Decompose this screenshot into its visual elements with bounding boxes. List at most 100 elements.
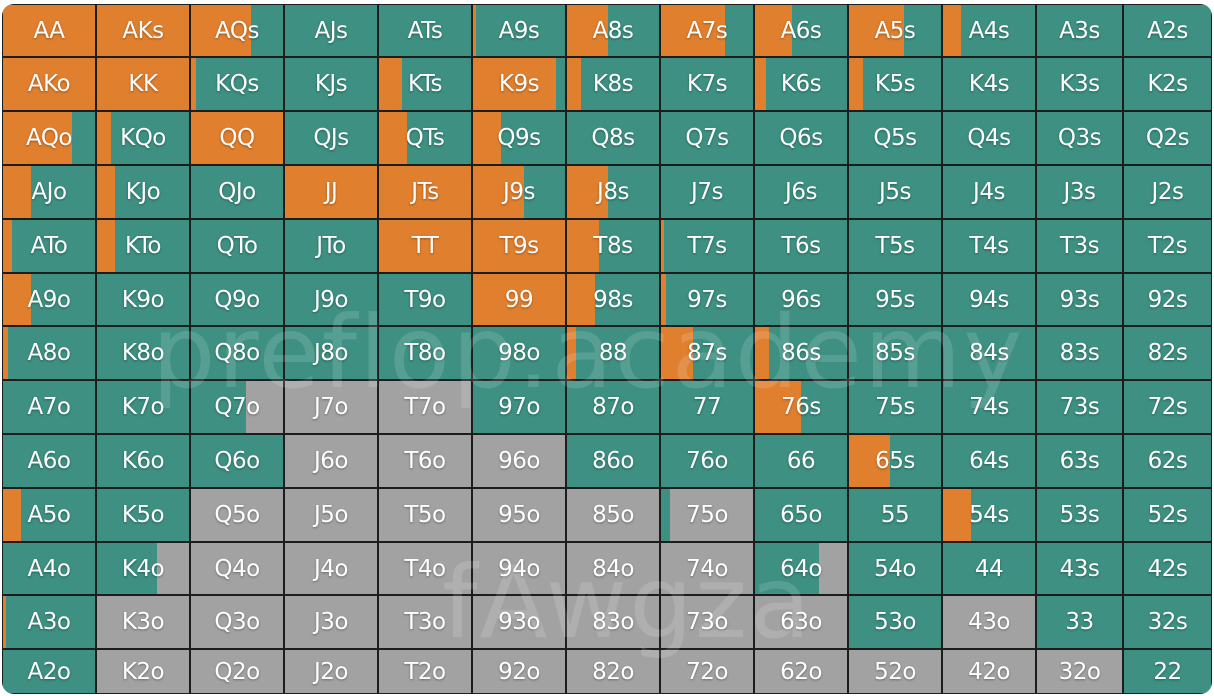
hand-cell[interactable]: TT [379, 220, 471, 272]
hand-cell[interactable]: T2s [1124, 220, 1211, 272]
hand-cell[interactable]: 42s [1124, 543, 1211, 594]
hand-cell[interactable]: T7s [661, 220, 753, 272]
hand-cell[interactable]: K3o [97, 596, 189, 648]
hand-cell[interactable]: K9o [97, 274, 189, 325]
hand-cell[interactable]: QJs [285, 112, 377, 164]
hand-cell[interactable]: Q8o [191, 327, 283, 379]
hand-cell[interactable]: 53s [1037, 489, 1122, 541]
hand-cell[interactable]: 72s [1124, 381, 1211, 433]
hand-cell[interactable]: T9s [473, 220, 565, 272]
hand-cell[interactable]: J4o [285, 543, 377, 594]
hand-cell[interactable]: A5o [3, 489, 95, 541]
hand-cell[interactable]: A3s [1037, 5, 1122, 56]
hand-cell[interactable]: J2o [285, 650, 377, 693]
hand-cell[interactable]: K4o [97, 543, 189, 594]
hand-cell[interactable]: JJ [285, 166, 377, 218]
hand-cell[interactable]: 87o [567, 381, 659, 433]
hand-cell[interactable]: 86s [755, 327, 847, 379]
hand-cell[interactable]: 96o [473, 435, 565, 487]
hand-cell[interactable]: K3s [1037, 58, 1122, 110]
hand-cell[interactable]: 97o [473, 381, 565, 433]
hand-cell[interactable]: Q3o [191, 596, 283, 648]
hand-cell[interactable]: 64o [755, 543, 847, 594]
hand-cell[interactable]: Q2o [191, 650, 283, 693]
hand-cell[interactable]: K5s [849, 58, 941, 110]
hand-cell[interactable]: T3o [379, 596, 471, 648]
hand-cell[interactable]: J8o [285, 327, 377, 379]
hand-cell[interactable]: AQs [191, 5, 283, 56]
hand-cell[interactable]: 77 [661, 381, 753, 433]
hand-cell[interactable]: 62o [755, 650, 847, 693]
hand-cell[interactable]: T8s [567, 220, 659, 272]
hand-cell[interactable]: 63o [755, 596, 847, 648]
hand-cell[interactable]: AJs [285, 5, 377, 56]
hand-cell[interactable]: 75o [661, 489, 753, 541]
hand-cell[interactable]: KQo [97, 112, 189, 164]
hand-cell[interactable]: Q5s [849, 112, 941, 164]
hand-cell[interactable]: ATs [379, 5, 471, 56]
hand-cell[interactable]: Q7s [661, 112, 753, 164]
hand-cell[interactable]: KJo [97, 166, 189, 218]
hand-cell[interactable]: 74o [661, 543, 753, 594]
hand-cell[interactable]: T4s [943, 220, 1035, 272]
hand-cell[interactable]: Q4s [943, 112, 1035, 164]
hand-cell[interactable]: 87s [661, 327, 753, 379]
hand-cell[interactable]: 43o [943, 596, 1035, 648]
hand-cell[interactable]: J5s [849, 166, 941, 218]
hand-cell[interactable]: 54s [943, 489, 1035, 541]
hand-cell[interactable]: Q5o [191, 489, 283, 541]
hand-cell[interactable]: 62s [1124, 435, 1211, 487]
hand-cell[interactable]: 92o [473, 650, 565, 693]
hand-cell[interactable]: Q4o [191, 543, 283, 594]
hand-cell[interactable]: 83o [567, 596, 659, 648]
hand-cell[interactable]: 42o [943, 650, 1035, 693]
hand-cell[interactable]: T3s [1037, 220, 1122, 272]
hand-cell[interactable]: QTo [191, 220, 283, 272]
hand-cell[interactable]: 76o [661, 435, 753, 487]
hand-cell[interactable]: 88 [567, 327, 659, 379]
hand-cell[interactable]: T6s [755, 220, 847, 272]
hand-cell[interactable]: J4s [943, 166, 1035, 218]
hand-cell[interactable]: J6s [755, 166, 847, 218]
hand-cell[interactable]: 54o [849, 543, 941, 594]
hand-cell[interactable]: AA [3, 5, 95, 56]
hand-cell[interactable]: Q3s [1037, 112, 1122, 164]
hand-cell[interactable]: A8o [3, 327, 95, 379]
hand-cell[interactable]: 66 [755, 435, 847, 487]
hand-cell[interactable]: QQ [191, 112, 283, 164]
hand-cell[interactable]: 84o [567, 543, 659, 594]
hand-cell[interactable]: J9s [473, 166, 565, 218]
hand-cell[interactable]: J6o [285, 435, 377, 487]
hand-cell[interactable]: A6s [755, 5, 847, 56]
hand-cell[interactable]: A9o [3, 274, 95, 325]
hand-cell[interactable]: 84s [943, 327, 1035, 379]
hand-cell[interactable]: 98s [567, 274, 659, 325]
hand-cell[interactable]: A4s [943, 5, 1035, 56]
hand-cell[interactable]: J2s [1124, 166, 1211, 218]
hand-cell[interactable]: K7o [97, 381, 189, 433]
hand-cell[interactable]: 33 [1037, 596, 1122, 648]
hand-cell[interactable]: Q7o [191, 381, 283, 433]
hand-cell[interactable]: 99 [473, 274, 565, 325]
hand-cell[interactable]: 92s [1124, 274, 1211, 325]
hand-cell[interactable]: T6o [379, 435, 471, 487]
hand-cell[interactable]: 85o [567, 489, 659, 541]
hand-cell[interactable]: 82o [567, 650, 659, 693]
hand-cell[interactable]: KK [97, 58, 189, 110]
hand-cell[interactable]: T4o [379, 543, 471, 594]
hand-cell[interactable]: KJs [285, 58, 377, 110]
hand-cell[interactable]: T7o [379, 381, 471, 433]
hand-cell[interactable]: J8s [567, 166, 659, 218]
hand-cell[interactable]: 93s [1037, 274, 1122, 325]
hand-cell[interactable]: T2o [379, 650, 471, 693]
hand-cell[interactable]: A2o [3, 650, 95, 693]
hand-cell[interactable]: KQs [191, 58, 283, 110]
hand-cell[interactable]: Q6o [191, 435, 283, 487]
hand-cell[interactable]: 94s [943, 274, 1035, 325]
hand-cell[interactable]: 95o [473, 489, 565, 541]
hand-cell[interactable]: 65o [755, 489, 847, 541]
hand-cell[interactable]: A7s [661, 5, 753, 56]
hand-cell[interactable]: T9o [379, 274, 471, 325]
hand-cell[interactable]: K5o [97, 489, 189, 541]
hand-cell[interactable]: AKs [97, 5, 189, 56]
